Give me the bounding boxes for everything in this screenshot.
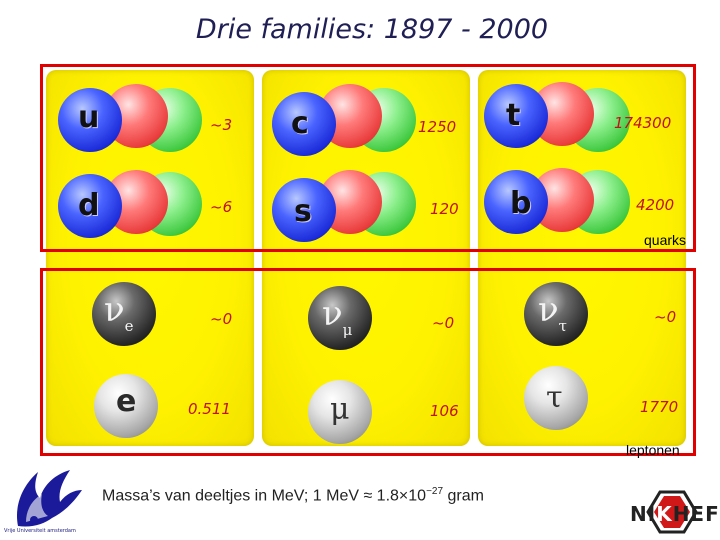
lepton-mass: 106 xyxy=(430,402,459,420)
neutrino-mass: ~0 xyxy=(654,308,677,326)
neutrino-symbol: νμ xyxy=(322,294,353,339)
blue-color-ball xyxy=(484,84,548,148)
neutrino-symbol: νe xyxy=(104,290,134,335)
quark-mass: 4200 xyxy=(636,196,675,214)
neutrino-ball xyxy=(308,286,372,350)
neutrino-mass: ~0 xyxy=(432,314,455,332)
lepton-mass: 1770 xyxy=(640,398,679,416)
blue-color-ball xyxy=(272,178,336,242)
quarks-frame xyxy=(40,64,696,252)
quark-symbol: c xyxy=(291,106,309,141)
blue-color-ball xyxy=(484,170,548,234)
lepton-symbol: e xyxy=(116,384,137,419)
neutrino-symbol: ντ xyxy=(538,290,567,335)
quark-symbol: d xyxy=(78,188,100,223)
quarks-label: quarks xyxy=(644,232,687,248)
quark-mass: 120 xyxy=(430,200,459,218)
mass-units-caption: Massa’s van deeltjes in MeV; 1 MeV ≈ 1.8… xyxy=(102,486,484,505)
nikhef-logo xyxy=(646,490,698,534)
quark-mass: ~6 xyxy=(210,198,233,216)
quark-mass: 174300 xyxy=(614,114,672,132)
blue-color-ball xyxy=(58,174,122,238)
blue-color-ball xyxy=(272,92,336,156)
blue-color-ball xyxy=(58,88,122,152)
nikhef-wordmark: NIKHEF xyxy=(630,502,720,526)
neutrino-ball xyxy=(92,282,156,346)
lepton-symbol: μ xyxy=(330,392,350,427)
leptons-frame xyxy=(40,268,696,456)
lepton-ball xyxy=(94,374,158,438)
quark-symbol: b xyxy=(510,186,532,221)
quark-symbol: t xyxy=(506,98,521,133)
lepton-ball xyxy=(308,380,372,444)
university-logo xyxy=(16,470,82,527)
lepton-symbol: τ xyxy=(546,380,563,415)
quark-symbol: s xyxy=(294,194,312,229)
neutrino-mass: ~0 xyxy=(210,310,233,328)
quark-mass: ~3 xyxy=(210,116,233,134)
quark-mass: 1250 xyxy=(418,118,457,136)
university-caption: Vrije Universiteit amsterdam xyxy=(4,528,76,534)
lepton-ball xyxy=(524,366,588,430)
quark-symbol: u xyxy=(78,100,100,135)
lepton-mass: 0.511 xyxy=(188,400,231,418)
neutrino-ball xyxy=(524,282,588,346)
leptons-label: leptonen xyxy=(626,442,680,458)
slide-title: Drie families: 1897 - 2000 xyxy=(195,14,549,45)
